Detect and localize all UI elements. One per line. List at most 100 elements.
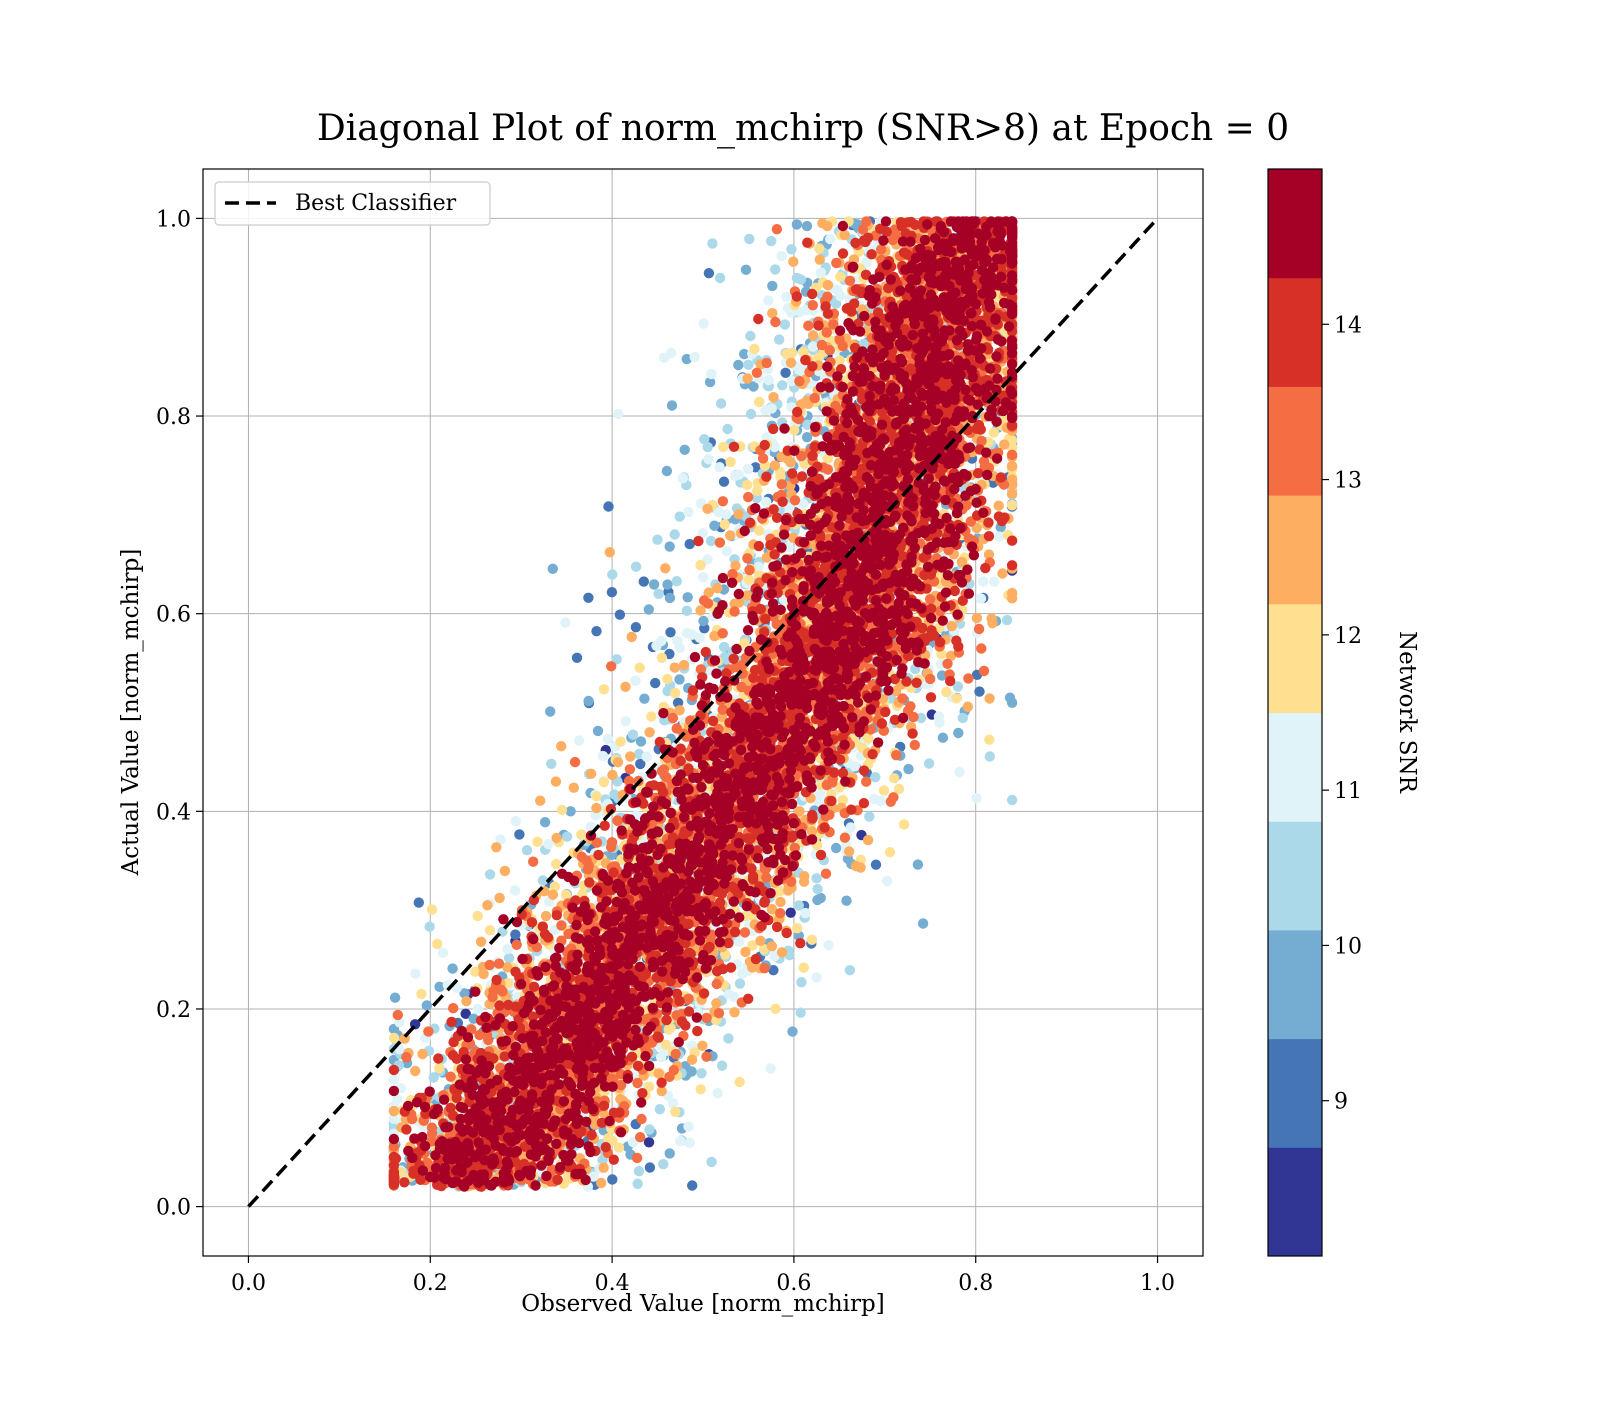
scatter-point	[422, 1000, 432, 1010]
scatter-point	[650, 678, 660, 688]
scatter-point	[903, 764, 913, 774]
scatter-point	[714, 462, 724, 472]
scatter-point	[532, 837, 542, 847]
scatter-point	[586, 769, 596, 779]
scatter-point	[808, 330, 818, 340]
scatter-point	[658, 1159, 668, 1169]
scatter-point	[424, 922, 434, 932]
scatter-point	[434, 1063, 444, 1073]
scatter-point	[432, 939, 442, 949]
scatter-point	[613, 409, 623, 419]
scatter-point	[556, 741, 566, 751]
scatter-point	[633, 1179, 643, 1189]
scatter-point	[631, 622, 641, 632]
scatter-point	[646, 711, 656, 721]
scatter-point	[654, 589, 664, 599]
scatter-point	[744, 234, 754, 244]
scatter-point	[642, 752, 652, 762]
scatter-point	[414, 897, 424, 907]
scatter-point	[682, 606, 692, 616]
scatter-point	[599, 777, 609, 787]
scatter-point	[742, 480, 752, 490]
scatter-point	[713, 1088, 723, 1098]
scatter-point	[410, 1066, 420, 1076]
scatter-point	[889, 773, 899, 783]
scatter-point	[680, 445, 690, 455]
scatter-point	[719, 477, 729, 487]
scatter-point	[574, 735, 584, 745]
scatter-point	[461, 996, 471, 1006]
scatter-point	[786, 908, 796, 918]
scatter-point	[438, 948, 448, 958]
scatter-point	[670, 529, 680, 539]
scatter-point	[958, 713, 968, 723]
scatter-point	[840, 230, 850, 240]
scatter-point	[987, 618, 997, 628]
scatter-point	[963, 702, 973, 712]
scatter-point	[767, 941, 777, 951]
scatter-point	[703, 454, 713, 464]
scatter-point	[770, 264, 780, 274]
scatter-point	[546, 759, 556, 769]
scatter-point	[711, 998, 721, 1008]
scatter-point	[845, 965, 855, 975]
scatter-point	[621, 716, 631, 726]
scatter-point	[763, 295, 773, 305]
scatter-point	[787, 1026, 797, 1036]
scatter-point	[645, 1162, 655, 1172]
scatter-point	[767, 403, 777, 413]
scatter-point	[807, 935, 817, 945]
scatter-point	[799, 962, 809, 972]
scatter-point	[665, 1148, 675, 1158]
scatter-point	[698, 616, 708, 626]
scatter-point	[792, 923, 802, 933]
scatter-point	[670, 688, 680, 698]
scatter-point	[800, 908, 810, 918]
scatter-point	[723, 1033, 733, 1043]
scatter-point	[770, 460, 780, 470]
scatter-point	[674, 674, 684, 684]
scatter-point	[511, 816, 521, 826]
scatter-point	[551, 833, 561, 843]
scatter-point	[510, 929, 520, 939]
scatter-point	[625, 751, 635, 761]
scatter-point	[918, 918, 928, 928]
scatter-point	[551, 859, 561, 869]
scatter-point	[974, 686, 984, 696]
scatter-point	[543, 839, 553, 849]
scatter-point	[742, 373, 752, 383]
scatter-point	[696, 1084, 706, 1094]
scatter-point	[540, 817, 550, 827]
scatter-point	[811, 972, 821, 982]
scatter-point	[768, 392, 778, 402]
scatter-point	[704, 268, 714, 278]
scatter-point	[716, 398, 726, 408]
scatter-point	[651, 641, 661, 651]
scatter-point	[655, 1104, 665, 1114]
scatter-point	[720, 519, 730, 529]
scatter-point	[514, 829, 524, 839]
scatter-point	[639, 576, 649, 586]
scatter-point	[799, 871, 809, 881]
scatter-point	[389, 1106, 399, 1116]
scatter-point	[630, 676, 640, 686]
scatter-point	[812, 895, 822, 905]
scatter-point	[569, 783, 579, 793]
scatter-point	[770, 1004, 780, 1014]
scatter-point	[473, 911, 483, 921]
scatter-point	[722, 424, 732, 434]
scatter-point	[808, 342, 818, 352]
scatter-point	[766, 236, 776, 246]
scatter-point	[672, 576, 682, 586]
scatter-point	[899, 819, 909, 829]
scatter-point	[876, 796, 886, 806]
scatter-point	[879, 785, 889, 795]
scatter-point	[834, 355, 844, 365]
scatter-point	[792, 273, 802, 283]
scatter-point	[615, 610, 625, 620]
scatter-point	[576, 829, 586, 839]
scatter-point	[734, 470, 744, 480]
scatter-point	[1007, 795, 1017, 805]
scatter-point	[746, 409, 756, 419]
